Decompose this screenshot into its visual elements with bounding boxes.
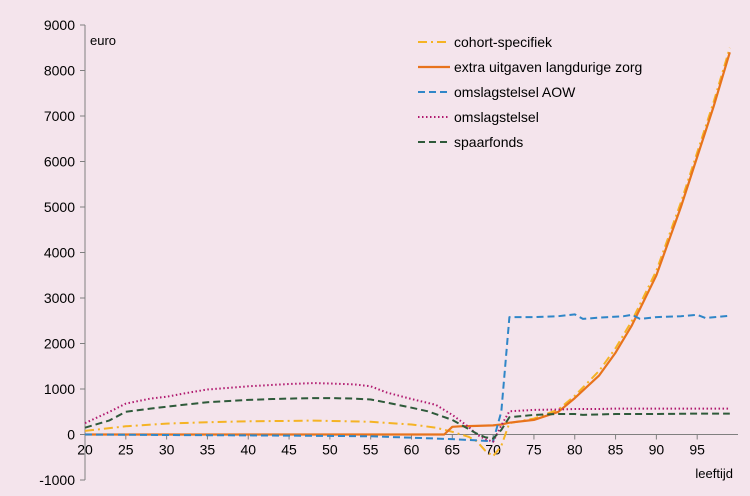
x-tick-label: 65 [445, 442, 461, 458]
y-tick-label: 4000 [44, 245, 75, 261]
legend-label-2: extra uitgaven langdurige zorg [454, 59, 642, 75]
series-line-2 [85, 51, 731, 436]
series-line-4 [84, 382, 730, 443]
x-tick-label: 90 [649, 442, 665, 458]
y-tick-label: 2000 [44, 336, 75, 352]
y-tick-label: 6000 [44, 154, 75, 170]
series-line-1 [84, 47, 731, 458]
x-tick-label: 60 [404, 442, 420, 458]
x-tick-label: 40 [240, 442, 256, 458]
x-tick-label: 30 [159, 442, 175, 458]
x-tick-label: 85 [608, 442, 624, 458]
y-tick-label: 9000 [44, 17, 75, 33]
x-tick-label: 35 [200, 442, 216, 458]
x-axis-label: leeftijd [695, 466, 733, 481]
y-tick-label: 0 [67, 427, 75, 443]
legend-label-5: spaarfonds [454, 134, 523, 150]
y-axis-label: euro [90, 33, 116, 48]
series-line-5 [84, 397, 730, 440]
x-tick-label: 25 [118, 442, 134, 458]
x-tick-label: 75 [526, 442, 542, 458]
x-tick-label: 55 [363, 442, 379, 458]
y-tick-label: 1000 [44, 381, 75, 397]
legend-label-1: cohort-specifiek [454, 34, 553, 50]
x-tick-label: 20 [77, 442, 93, 458]
x-tick-label: 95 [689, 442, 705, 458]
y-tick-label: 8000 [44, 63, 75, 79]
y-tick-label: -1000 [39, 472, 75, 488]
y-tick-label: 5000 [44, 199, 75, 215]
x-tick-label: 50 [322, 442, 338, 458]
legend-label-4: omslagstelsel [454, 109, 539, 125]
legend-label-3: omslagstelsel AOW [454, 84, 576, 100]
series-line-3 [84, 313, 730, 443]
x-tick-label: 45 [281, 442, 297, 458]
x-tick-label: 80 [567, 442, 583, 458]
y-tick-label: 7000 [44, 108, 75, 124]
y-tick-label: 3000 [44, 290, 75, 306]
